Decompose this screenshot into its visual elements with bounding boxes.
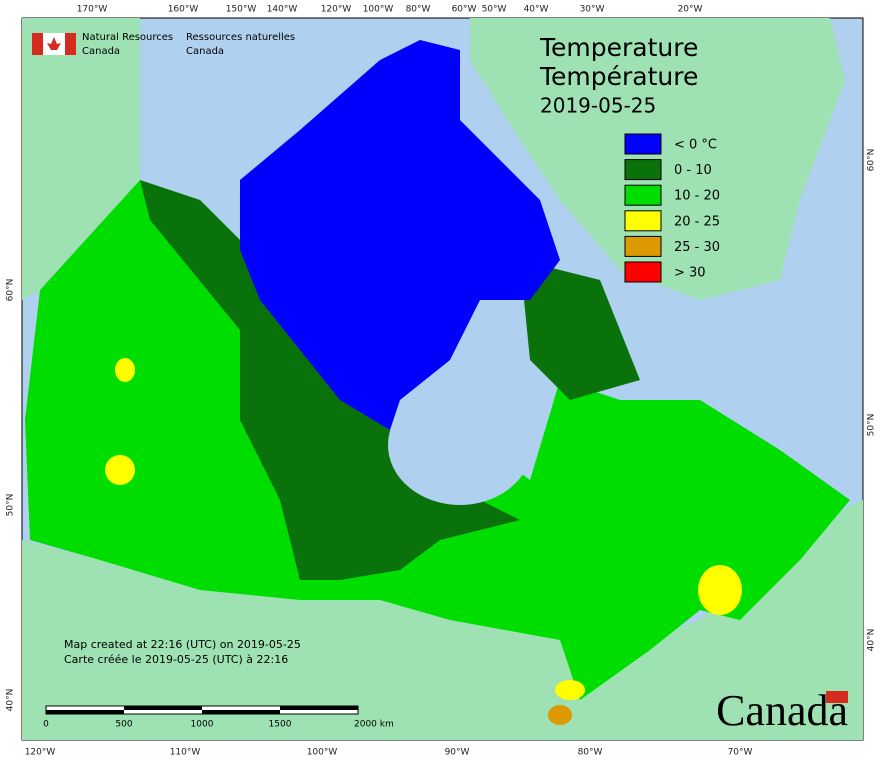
scale-label: 1500 bbox=[269, 720, 292, 730]
graticule-label: 40°N bbox=[867, 629, 877, 652]
footer-note: Carte créée le 2019-05-25 (UTC) à 22:16 bbox=[64, 653, 288, 666]
graticule-label: 140°W bbox=[267, 5, 298, 15]
graticule-label: 150°W bbox=[226, 5, 257, 15]
map-title: Temperature bbox=[539, 33, 698, 62]
graticule-label: 60°W bbox=[452, 5, 477, 15]
legend-label: 25 - 30 bbox=[674, 240, 720, 255]
agency-name: Canada bbox=[82, 46, 120, 57]
graticule-label: 50°N bbox=[867, 414, 877, 437]
wordmark-flag bbox=[826, 691, 848, 703]
flag bbox=[32, 33, 76, 55]
graticule-label: 60°N bbox=[867, 149, 877, 172]
legend-swatch bbox=[624, 159, 662, 181]
graticule-label: 120°W bbox=[321, 5, 352, 15]
footer-note: Map created at 22:16 (UTC) on 2019-05-25 bbox=[64, 638, 301, 651]
graticule-label: 80°W bbox=[406, 5, 431, 15]
legend-swatch bbox=[624, 210, 662, 232]
legend-swatch bbox=[624, 184, 662, 206]
legend-label: 10 - 20 bbox=[674, 189, 720, 204]
graticule-label: 30°W bbox=[580, 5, 605, 15]
graticule-label: 80°W bbox=[578, 748, 603, 758]
scale-label: 2000 km bbox=[354, 720, 394, 730]
scale-segment bbox=[124, 706, 202, 710]
graticule-label: 90°W bbox=[445, 748, 470, 758]
map-title: 2019-05-25 bbox=[540, 94, 656, 118]
graticule-label: 100°W bbox=[363, 5, 394, 15]
legend-swatch bbox=[624, 261, 662, 283]
legend-label: 20 - 25 bbox=[674, 214, 720, 229]
scale-segment bbox=[280, 706, 358, 710]
map-title: Température bbox=[539, 62, 698, 91]
legend-label: 0 - 10 bbox=[674, 163, 712, 178]
graticule-label: 40°N bbox=[6, 689, 16, 712]
graticule-label: 40°W bbox=[524, 5, 549, 15]
agency-name: Ressources naturelles bbox=[186, 32, 295, 43]
legend-swatch bbox=[624, 235, 662, 257]
graticule-label: 60°N bbox=[6, 279, 16, 302]
graticule-label: 110°W bbox=[170, 748, 201, 758]
land bbox=[22, 18, 863, 740]
scale-segment bbox=[202, 710, 280, 714]
graticule-label: 100°W bbox=[307, 748, 338, 758]
wordmark: Canada bbox=[716, 686, 848, 735]
agency-name: Natural Resources bbox=[82, 32, 173, 43]
scale-label: 1000 bbox=[191, 720, 214, 730]
scale-label: 500 bbox=[115, 720, 132, 730]
legend-label: > 30 bbox=[674, 266, 706, 281]
graticule-label: 50°N bbox=[6, 494, 16, 517]
graticule-label: 20°W bbox=[678, 5, 703, 15]
graticule-label: 70°W bbox=[728, 748, 753, 758]
graticule-label: 120°W bbox=[25, 748, 56, 758]
legend-label: < 0 °C bbox=[674, 138, 717, 153]
agency-name: Canada bbox=[186, 46, 224, 57]
graticule-label: 170°W bbox=[77, 5, 108, 15]
scale-label: 0 bbox=[43, 720, 49, 730]
graticule-label: 160°W bbox=[168, 5, 199, 15]
graticule-label: 50°W bbox=[482, 5, 507, 15]
scale-segment bbox=[46, 710, 124, 714]
legend-swatch bbox=[624, 133, 662, 155]
